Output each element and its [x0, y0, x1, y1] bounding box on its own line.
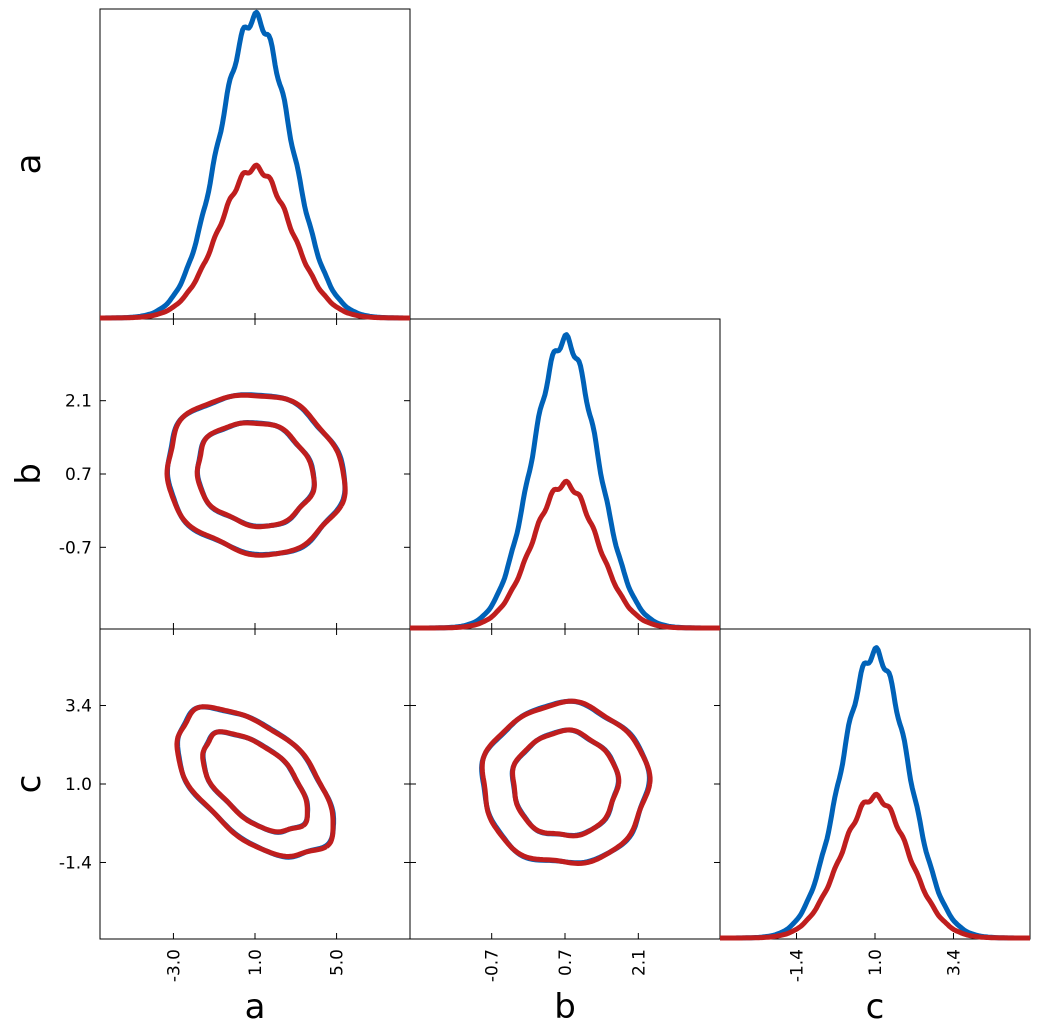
contour-outer-a-c-sample-red [174, 704, 336, 859]
contour-inner-a-c-sample-red [200, 729, 310, 835]
y-axis-label-b: b [9, 463, 49, 485]
x-tick-label-b-0: -0.7 [483, 949, 503, 982]
y-tick-label-b-2: 2.1 [65, 392, 92, 412]
marginal-b-sample-red [409, 478, 721, 631]
y-tick-label-b-1: 0.7 [65, 465, 92, 485]
marginal-a-sample-red [99, 162, 411, 321]
x-tick-label-b-1: 0.7 [556, 949, 576, 976]
y-tick-label-b-0: -0.7 [59, 538, 92, 558]
contour-outer-b-c-sample-red [479, 698, 653, 866]
x-axis-label-a: a [245, 987, 266, 1027]
x-tick-label-a-2: 5.0 [328, 949, 348, 976]
y-axis-label-a: a [9, 154, 49, 175]
panel-frame-b-b [409, 318, 721, 630]
x-tick-label-c-1: 1.0 [866, 949, 886, 976]
x-axis-label-c: c [866, 987, 885, 1027]
contour-outer-a-c-sample-blue [175, 704, 337, 860]
panel-frame-a-c [99, 628, 411, 940]
x-tick-label-b-2: 2.1 [629, 949, 649, 976]
x-tick-label-a-1: 1.0 [246, 949, 266, 976]
panel-frame-c-c [719, 628, 1031, 940]
y-axis-label-c: c [9, 775, 49, 794]
y-tick-label-c-0: -1.4 [59, 853, 92, 873]
panel-frame-a-b [99, 318, 411, 630]
contour-inner-a-b-sample-red [194, 420, 317, 530]
x-tick-label-a-0: -3.0 [164, 949, 184, 982]
y-tick-label-c-1: 1.0 [65, 775, 92, 795]
contour-outer-a-b-sample-red [164, 392, 348, 558]
x-axis-label-b: b [554, 987, 576, 1027]
x-tick-label-c-0: -1.4 [788, 949, 808, 982]
y-tick-label-c-2: 3.4 [65, 697, 92, 717]
marginal-c-sample-red [719, 791, 1031, 941]
x-tick-label-c-2: 3.4 [944, 949, 964, 976]
contour-inner-b-c-sample-red [510, 727, 622, 839]
panel-frame-b-c [409, 628, 721, 940]
